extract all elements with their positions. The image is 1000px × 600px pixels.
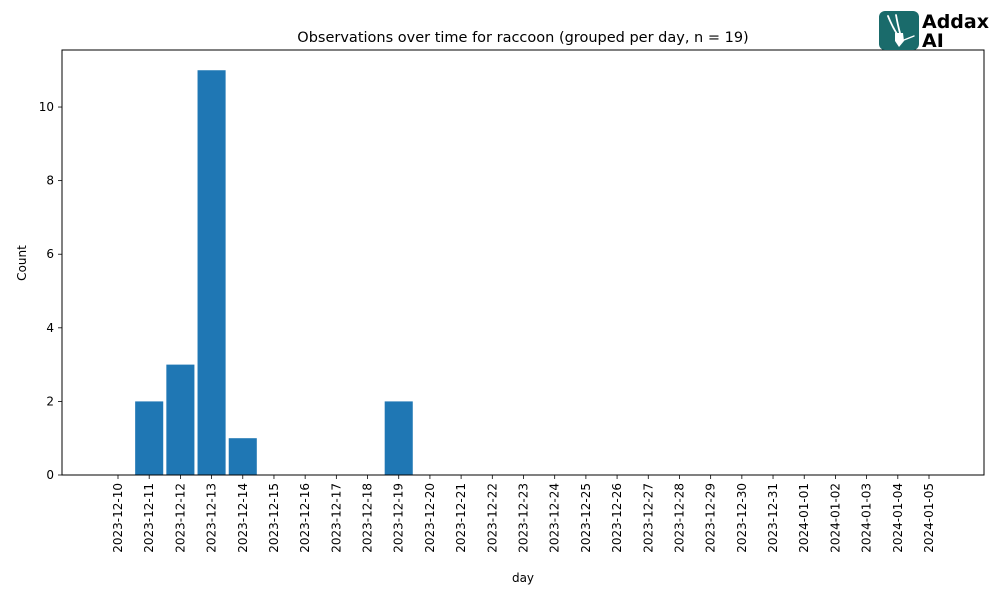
x-tick-label: 2023-12-14 xyxy=(236,483,250,553)
x-tick-label: 2023-12-21 xyxy=(454,483,468,553)
x-tick-label: 2023-12-12 xyxy=(173,483,187,553)
x-tick-label: 2023-12-23 xyxy=(517,483,531,553)
bars-layer xyxy=(135,70,413,476)
bar-2023-12-12 xyxy=(166,364,195,475)
y-tick-label: 10 xyxy=(39,100,54,114)
x-tick-label: 2024-01-02 xyxy=(828,483,842,553)
logo-text-line1: Addax xyxy=(922,11,989,33)
plot-frame xyxy=(61,49,985,476)
bar-2023-12-14 xyxy=(228,438,257,475)
x-tick-label: 2023-12-26 xyxy=(610,483,624,553)
x-tick-label: 2023-12-28 xyxy=(672,483,686,553)
x-tick-label: 2024-01-04 xyxy=(891,483,905,553)
addax-logo: Addax AI xyxy=(879,11,989,52)
y-ticks: 0 2 4 6 8 10 xyxy=(39,100,62,482)
x-tick-label: 2023-12-25 xyxy=(579,483,593,553)
logo-text-line2: AI xyxy=(922,30,944,52)
chart-title: Observations over time for raccoon (grou… xyxy=(297,30,748,46)
y-tick-label: 6 xyxy=(46,247,54,261)
x-tick-label: 2023-12-15 xyxy=(267,483,281,553)
x-tick-label: 2023-12-17 xyxy=(329,483,343,553)
x-tick-label: 2023-12-18 xyxy=(361,483,375,553)
y-tick-label: 4 xyxy=(46,321,54,335)
y-tick-label: 8 xyxy=(46,174,54,188)
bar-2023-12-11 xyxy=(135,401,164,475)
x-tick-label: 2024-01-03 xyxy=(860,483,874,553)
antelope-icon xyxy=(887,14,915,47)
x-tick-label: 2023-12-29 xyxy=(704,483,718,553)
bar-2023-12-19 xyxy=(384,401,413,475)
bar-2023-12-13 xyxy=(197,70,226,476)
x-tick-label: 2023-12-13 xyxy=(205,483,219,553)
x-ticks: 2023-12-10 2023-12-11 2023-12-12 2023-12-13… xyxy=(111,475,936,553)
x-tick-label: 2023-12-16 xyxy=(298,483,312,553)
x-tick-label: 2023-12-10 xyxy=(111,483,125,553)
x-tick-label: 2023-12-24 xyxy=(548,483,562,553)
x-tick-label: 2023-12-19 xyxy=(392,483,406,553)
y-axis-label: Count xyxy=(15,245,29,281)
x-tick-label: 2023-12-31 xyxy=(766,483,780,553)
x-tick-label: 2024-01-05 xyxy=(922,483,936,553)
x-axis-label: day xyxy=(512,571,534,585)
x-tick-label: 2023-12-27 xyxy=(641,483,655,553)
x-tick-label: 2024-01-01 xyxy=(797,483,811,553)
x-tick-label: 2023-12-11 xyxy=(142,483,156,553)
x-tick-label: 2023-12-30 xyxy=(735,483,749,553)
x-tick-label: 2023-12-20 xyxy=(423,483,437,553)
y-tick-label: 2 xyxy=(46,394,54,408)
y-tick-label: 0 xyxy=(46,468,54,482)
x-tick-label: 2023-12-22 xyxy=(485,483,499,553)
